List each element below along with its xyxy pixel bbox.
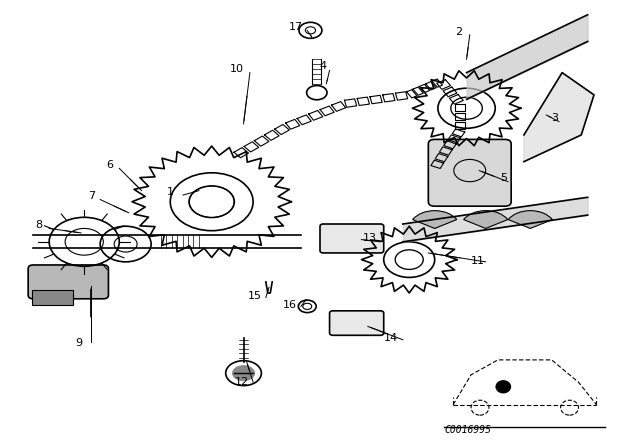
FancyBboxPatch shape — [330, 311, 384, 335]
FancyBboxPatch shape — [28, 265, 108, 299]
Text: 5: 5 — [500, 173, 507, 183]
Text: 13: 13 — [363, 233, 377, 243]
Text: 8: 8 — [35, 220, 42, 230]
Circle shape — [232, 365, 255, 381]
Text: 17: 17 — [289, 22, 303, 32]
Polygon shape — [524, 73, 594, 162]
Text: 9: 9 — [76, 338, 83, 348]
Text: C0016995: C0016995 — [444, 425, 491, 435]
Wedge shape — [463, 211, 508, 228]
FancyBboxPatch shape — [32, 290, 73, 305]
Text: 7: 7 — [88, 191, 95, 202]
Wedge shape — [413, 211, 457, 228]
Circle shape — [496, 381, 511, 393]
Text: 6: 6 — [106, 160, 113, 170]
Text: 15: 15 — [248, 291, 262, 301]
FancyBboxPatch shape — [320, 224, 384, 253]
Text: 14: 14 — [384, 333, 399, 344]
Text: 1: 1 — [167, 187, 173, 197]
Text: 11: 11 — [471, 255, 485, 266]
Text: 4: 4 — [319, 61, 327, 71]
Wedge shape — [508, 211, 552, 228]
Text: 3: 3 — [551, 113, 558, 123]
Text: 10: 10 — [230, 64, 244, 74]
FancyBboxPatch shape — [428, 139, 511, 206]
Text: 12: 12 — [235, 377, 250, 387]
Text: 2: 2 — [455, 27, 463, 37]
Text: 16: 16 — [282, 300, 296, 310]
